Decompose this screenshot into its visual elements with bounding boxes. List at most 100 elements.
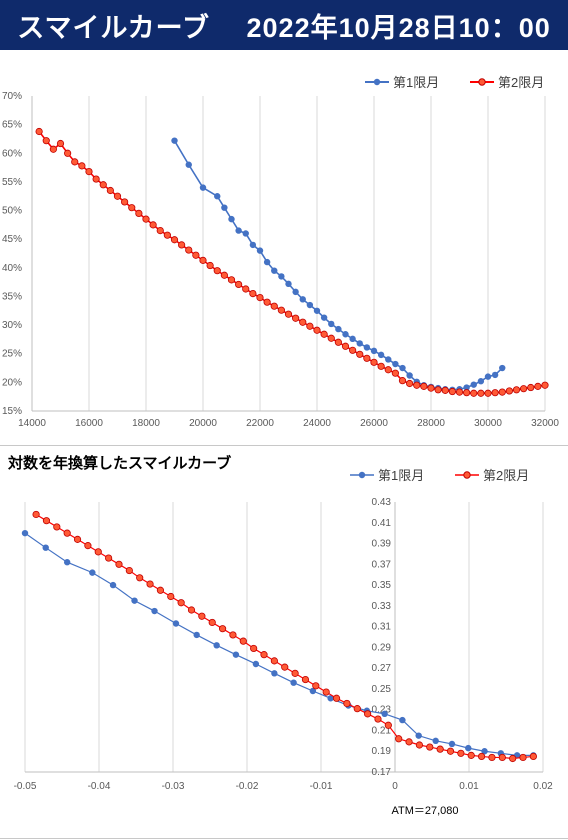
data-point: [349, 335, 356, 343]
y-tick-label: 0.41: [372, 518, 392, 529]
data-point: [477, 378, 485, 385]
data-point: [42, 544, 49, 551]
data-point: [406, 379, 414, 388]
legend-marker-2: [463, 471, 471, 479]
series-line-1: [173, 140, 503, 391]
data-point: [229, 631, 237, 639]
data-point: [214, 193, 221, 200]
data-point: [477, 752, 486, 761]
atm-annotation: ATM＝27,080: [391, 805, 458, 817]
data-point: [457, 749, 465, 757]
data-point: [32, 510, 40, 519]
data-point: [125, 566, 133, 575]
data-point: [477, 389, 485, 397]
x-tick-label: -0.04: [88, 781, 111, 792]
data-point: [395, 735, 403, 743]
legend-marker-1: [373, 78, 381, 86]
data-point: [113, 192, 122, 200]
y-tick-label: 0.37: [372, 559, 392, 570]
data-point: [178, 241, 186, 249]
data-point: [228, 215, 235, 223]
data-point: [312, 682, 320, 690]
data-point: [420, 382, 428, 390]
data-point: [363, 354, 371, 362]
legend-label-1: 第1限月: [378, 468, 424, 483]
y-tick-label: 45%: [2, 234, 22, 245]
data-point: [335, 325, 342, 333]
data-point: [448, 740, 456, 748]
data-point: [128, 204, 136, 212]
data-point: [470, 381, 477, 388]
data-point: [249, 241, 257, 249]
data-point: [512, 386, 521, 394]
bottom-divider: [0, 838, 568, 839]
data-point: [320, 330, 328, 338]
data-point: [399, 716, 406, 724]
data-point: [271, 670, 278, 677]
x-tick-label: 22000: [246, 418, 274, 429]
data-point: [415, 732, 422, 739]
legend-label-2: 第2限月: [498, 75, 544, 90]
data-point: [353, 705, 361, 713]
data-point: [256, 294, 264, 302]
data-point: [427, 384, 435, 392]
y-tick-label: 0.17: [372, 767, 392, 778]
data-point: [106, 186, 114, 195]
data-point: [322, 688, 330, 696]
data-point: [235, 280, 243, 289]
legend-marker-1: [358, 471, 366, 479]
data-point: [249, 289, 257, 298]
data-point: [341, 342, 350, 350]
data-point: [343, 699, 351, 708]
data-point: [446, 747, 455, 755]
data-point: [484, 389, 492, 397]
data-point: [198, 612, 206, 620]
data-point: [177, 599, 185, 607]
data-point: [220, 271, 228, 279]
page-header: スマイルカーブ 2022年10月28日10：00: [0, 0, 568, 50]
data-point: [284, 310, 293, 318]
y-tick-label: 60%: [2, 148, 22, 159]
data-point: [187, 606, 196, 614]
y-tick-label: 25%: [2, 349, 22, 360]
x-tick-label: 14000: [18, 418, 46, 429]
data-point: [163, 231, 171, 239]
data-point: [377, 362, 385, 370]
data-point: [115, 560, 123, 568]
data-point: [263, 298, 271, 306]
data-point: [381, 710, 388, 718]
data-point: [242, 285, 250, 293]
chart-log-annualized-smile: 対数を年換算したスマイルカーブ -0.05 -0.04 -0.03 -0.02 -0.01…: [7, 454, 553, 817]
data-point: [149, 221, 157, 229]
data-point: [94, 548, 102, 556]
data-point: [285, 280, 292, 288]
x-tick-label: 0: [392, 781, 398, 792]
legend-marker-2: [478, 78, 486, 86]
data-point: [172, 620, 180, 627]
data-point: [491, 371, 499, 379]
y-tick-label: 70%: [2, 91, 22, 102]
data-point: [349, 346, 357, 354]
data-point: [301, 675, 310, 684]
y-tick-label: 0.23: [372, 705, 392, 716]
data-point: [467, 751, 475, 759]
data-point: [99, 181, 107, 189]
section-divider: [0, 445, 568, 446]
data-point: [109, 581, 117, 589]
data-point: [213, 267, 221, 275]
data-point: [167, 592, 175, 601]
data-point: [156, 586, 165, 594]
y-tick-label: 0.39: [372, 539, 392, 550]
data-point: [291, 669, 299, 677]
data-point: [131, 597, 138, 604]
chart-title: 対数を年換算したスマイルカーブ: [7, 454, 231, 472]
data-point: [84, 542, 92, 550]
data-point: [151, 607, 158, 615]
y-tick-label: 0.27: [372, 663, 392, 674]
x-tick-label: 20000: [189, 418, 217, 429]
data-point: [363, 344, 371, 351]
y-tick-label: 0.43: [372, 497, 392, 508]
legend-label-2: 第2限月: [483, 468, 529, 483]
data-point: [239, 637, 247, 645]
chart-smile-curve: 14000 16000 18000 20000 22000 24000 26000 28000…: [2, 75, 559, 429]
